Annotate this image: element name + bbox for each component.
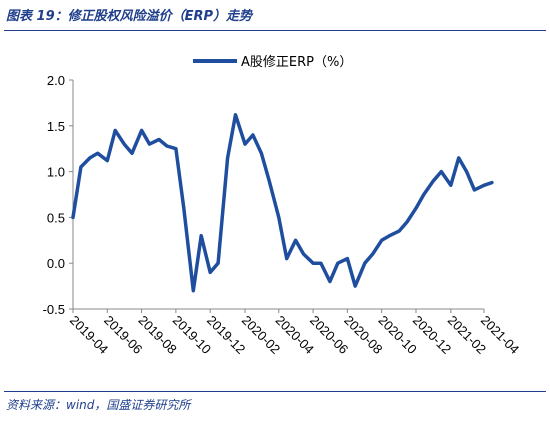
source-note: 资料来源：wind，国盛证券研究所 [6,398,191,412]
title-rule [4,30,546,31]
y-tick-label: 1.0 [47,165,65,180]
y-tick-label: 0.5 [47,210,65,225]
x-axis-ticks: 2019-042019-062019-082019-102019-122020-… [67,309,522,357]
y-axis-ticks: 2.0 1.5 1.0 0.5 0.0 -0.5 [43,73,73,317]
erp-line-chart: A股修正ERP（%） 2.0 1.5 1.0 0.5 0.0 -0.5 2019-0420… [43,55,523,357]
legend-label: A股修正ERP（%） [241,55,352,70]
erp-series-line [71,113,494,293]
y-tick-label: 1.5 [47,119,65,134]
chart-legend: A股修正ERP（%） [193,55,352,70]
y-tick-label: -0.5 [43,302,65,317]
source-rule [4,391,546,392]
y-tick-label: 2.0 [47,73,65,88]
figure-title: 图表 19：修正股权风险溢价（ERP）走势 [6,9,253,24]
y-tick-label: 0.0 [47,256,65,271]
